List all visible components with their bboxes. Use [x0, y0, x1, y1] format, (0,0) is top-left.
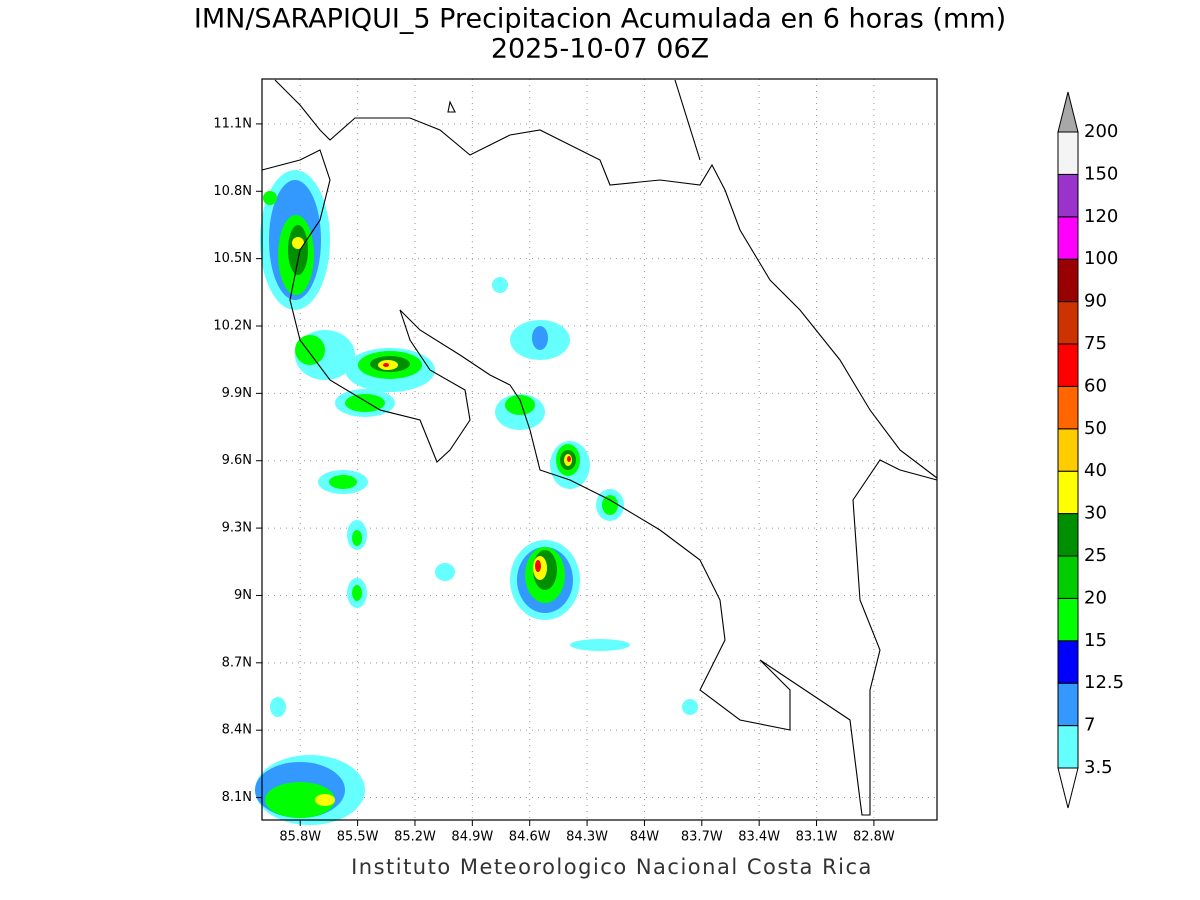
colorbar-label: 15	[1084, 630, 1107, 651]
y-tick-label: 11.1N	[213, 116, 252, 131]
colorbar-box	[1057, 258, 1079, 303]
subtitle: 2025-10-07 06Z	[491, 34, 709, 65]
colorbar-box	[1057, 216, 1079, 260]
x-tick-label: 84W	[630, 830, 660, 845]
map-frame	[261, 78, 938, 821]
colorbar-box	[1057, 555, 1079, 599]
colorbar-box	[1057, 301, 1079, 345]
colorbar-label: 150	[1084, 163, 1118, 184]
colorbar-label: 60	[1084, 375, 1107, 396]
colorbar-label: 40	[1084, 460, 1107, 481]
colorbar-label: 30	[1084, 503, 1107, 524]
y-tick-label: 9.6N	[222, 453, 252, 468]
colorbar-label: 120	[1084, 206, 1118, 227]
footer: Instituto Meteorologico Nacional Costa R…	[351, 855, 873, 879]
y-tick-label: 10.8N	[213, 184, 252, 199]
colorbar-label: 200	[1084, 121, 1118, 142]
colorbar-label: 50	[1084, 418, 1107, 439]
coastline	[274, 79, 938, 479]
precipitation-contours	[255, 170, 698, 825]
x-tick-label: 84.9W	[451, 830, 493, 845]
colorbar-box	[1057, 597, 1079, 642]
y-tick-label: 10.5N	[213, 251, 252, 266]
coastlines	[261, 79, 938, 816]
grid	[262, 79, 937, 820]
colorbar-box	[1057, 343, 1079, 387]
title: IMN/SARAPIQUI_5 Precipitacion Acumulada …	[194, 4, 1006, 35]
colorbar-label: 3.5	[1084, 757, 1113, 778]
y-tick-label: 9.9N	[222, 386, 252, 401]
colorbar-box	[1057, 682, 1079, 727]
colorbar-label: 20	[1084, 587, 1107, 608]
y-tick-label: 8.1N	[222, 790, 252, 805]
colorbar-box	[1057, 173, 1079, 218]
x-tick-label: 84.6W	[509, 830, 551, 845]
colorbar-under	[1057, 767, 1079, 809]
colorbar-box	[1057, 725, 1079, 769]
colorbar-label: 100	[1084, 248, 1118, 269]
colorbar-box	[1057, 640, 1079, 684]
colorbar-over	[1057, 91, 1079, 133]
lake	[447, 100, 456, 113]
colorbar-label: 75	[1084, 333, 1107, 354]
x-tick-label: 85.5W	[337, 830, 379, 845]
x-tick-label: 83.1W	[796, 830, 838, 845]
coastline	[261, 149, 938, 816]
y-tick-label: 9N	[234, 588, 252, 603]
x-tick-label: 83.4W	[738, 830, 780, 845]
colorbar-box	[1057, 385, 1079, 430]
colorbar-label: 25	[1084, 545, 1107, 566]
colorbar-box	[1057, 470, 1079, 515]
y-tick-label: 10.2N	[213, 319, 252, 334]
x-tick-label: 82.8W	[853, 830, 895, 845]
colorbar-label: 7	[1084, 715, 1095, 736]
colorbar-box	[1057, 131, 1079, 175]
colorbar-box	[1057, 428, 1079, 472]
colorbar-box	[1057, 513, 1079, 557]
y-tick-label: 8.7N	[222, 655, 252, 670]
x-tick-label: 83.7W	[681, 830, 723, 845]
x-tick-label: 85.8W	[279, 830, 321, 845]
colorbar-label: 90	[1084, 291, 1107, 312]
colorbar-label: 12.5	[1084, 672, 1124, 693]
y-tick-label: 8.4N	[222, 723, 252, 738]
y-tick-label: 9.3N	[222, 521, 252, 536]
colorbar: 3.5 7 12.5 15 20 25 30 40 50 60 75 90 100 120 150 200	[1057, 91, 1124, 809]
x-tick-label: 84.3W	[566, 830, 608, 845]
x-tick-label: 85.2W	[394, 830, 436, 845]
border	[674, 79, 701, 161]
